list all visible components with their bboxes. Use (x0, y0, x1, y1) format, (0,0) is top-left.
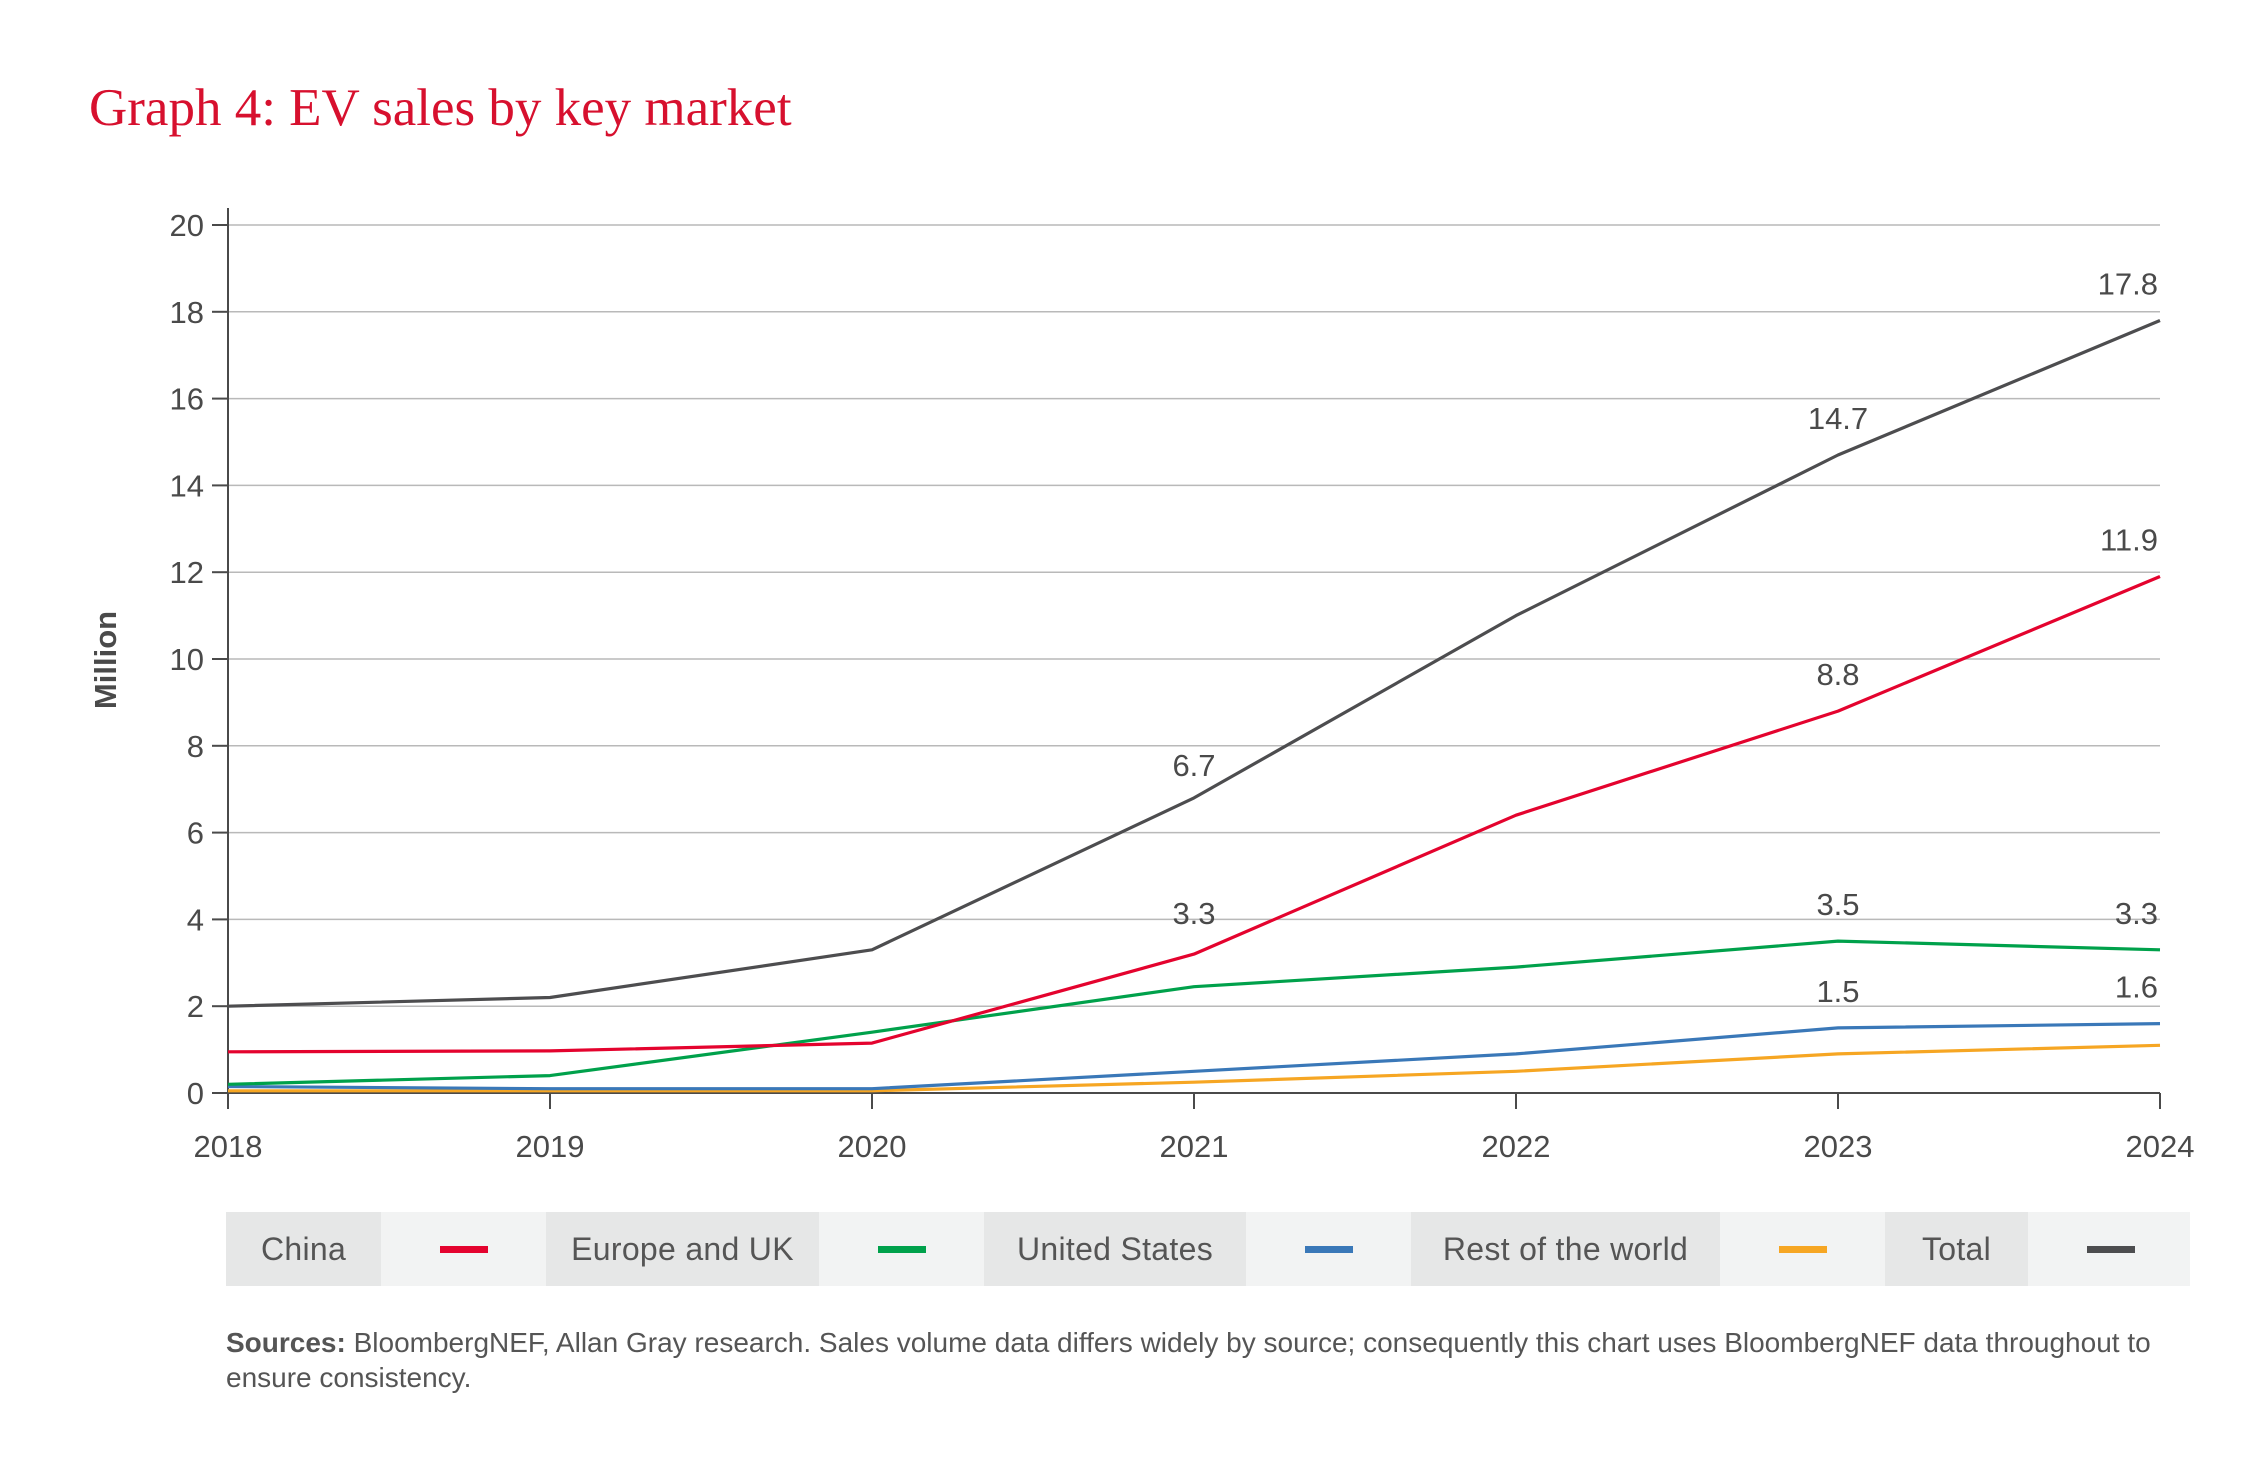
data-label: 8.8 (1816, 657, 1859, 692)
data-label: 3.3 (2115, 896, 2158, 931)
legend-swatch (2086, 1245, 2135, 1253)
y-tick-label: 4 (187, 902, 204, 937)
y-axis-label: Million (88, 611, 123, 709)
legend-item-united-states: United States (984, 1212, 1411, 1286)
y-tick-label: 16 (170, 382, 204, 417)
series-line-total (227, 319, 2161, 1008)
data-label: 14.7 (1808, 401, 1868, 436)
x-tick-label: 2019 (516, 1129, 585, 1164)
x-tick-label: 2020 (838, 1129, 907, 1164)
legend-swatch-cell (381, 1212, 546, 1286)
y-tick-label: 20 (170, 208, 204, 243)
x-tick-label: 2018 (194, 1129, 263, 1164)
y-tick-label: 0 (187, 1076, 204, 1111)
data-label: 6.7 (1172, 748, 1215, 783)
series-line-united-states (227, 1022, 2161, 1091)
legend-label: Rest of the world (1411, 1212, 1720, 1286)
legend-item-rest-of-the-world: Rest of the world (1411, 1212, 1885, 1286)
legend-swatch (439, 1245, 488, 1253)
y-tick-label: 8 (187, 729, 204, 764)
legend-swatch-cell (2028, 1212, 2193, 1286)
y-tick-label: 10 (170, 642, 204, 677)
legend-swatch (1304, 1245, 1353, 1253)
x-tick-label: 2022 (1482, 1129, 1551, 1164)
legend-swatch-cell (1720, 1212, 1885, 1286)
y-tick-label: 2 (187, 989, 204, 1024)
legend-label: United States (984, 1212, 1246, 1286)
series-line-rest-of-the-world (228, 1043, 2161, 1093)
sources-note: Sources: BloombergNEF, Allan Gray resear… (226, 1325, 2176, 1395)
legend-label: Europe and UK (546, 1212, 819, 1286)
series-line-europe-and-uk (227, 939, 2161, 1086)
chart-title: Graph 4: EV sales by key market (89, 79, 792, 137)
data-label: 17.8 (2098, 266, 2158, 301)
legend-item-total: Total (1885, 1212, 2193, 1286)
x-tick-label: 2024 (2126, 1129, 2195, 1164)
x-tick-label: 2023 (1804, 1129, 1873, 1164)
y-tick-label: 14 (170, 468, 204, 503)
series-line-china (227, 575, 2161, 1054)
legend-swatch-cell (1246, 1212, 1411, 1286)
sources-text: BloombergNEF, Allan Gray research. Sales… (226, 1327, 2151, 1393)
data-label: 1.5 (1816, 974, 1859, 1009)
legend-label: China (226, 1212, 381, 1286)
y-tick-label: 18 (170, 295, 204, 330)
data-label: 11.9 (2100, 523, 2158, 558)
x-tick-label: 2021 (1160, 1129, 1229, 1164)
legend-swatch (877, 1245, 926, 1253)
y-tick-label: 12 (170, 555, 204, 590)
chart-legend: China Europe and UK United States Rest of t… (226, 1212, 2190, 1286)
data-label: 1.6 (2115, 970, 2158, 1005)
sources-label: Sources: (226, 1327, 346, 1358)
data-label: 3.5 (1816, 887, 1859, 922)
data-label: 3.3 (1172, 896, 1215, 931)
legend-swatch-cell (819, 1212, 984, 1286)
line-chart: 0 2 4 6 8 10 12 14 16 18 20 2018 2019 2020 2021 2022 202… (88, 208, 2195, 1164)
legend-item-china: China (226, 1212, 546, 1286)
legend-label: Total (1885, 1212, 2028, 1286)
legend-swatch (1778, 1245, 1827, 1253)
legend-item-europe-and-uk: Europe and UK (546, 1212, 984, 1286)
y-tick-label: 6 (187, 816, 204, 851)
